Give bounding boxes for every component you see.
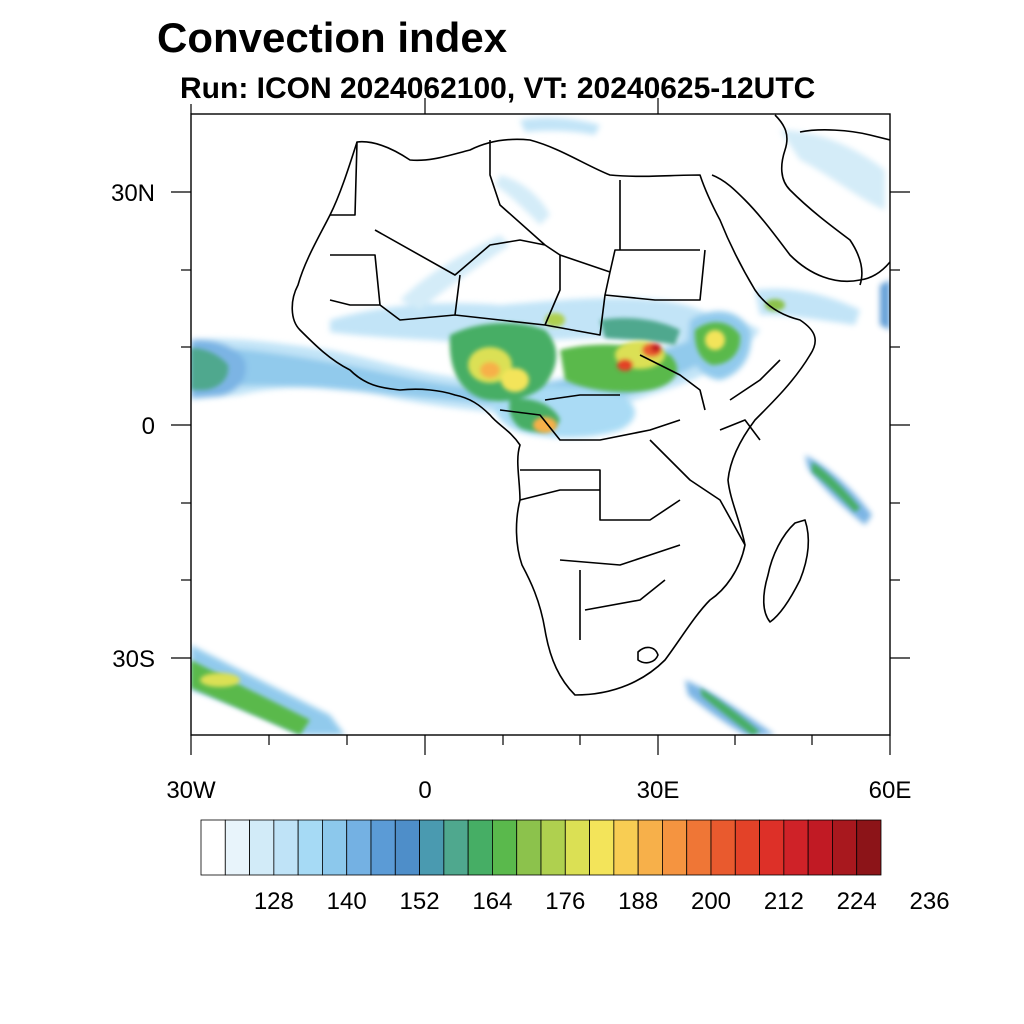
y-tick-label: 30S <box>112 646 155 673</box>
hot-chad <box>545 313 565 327</box>
hot-ssudan <box>617 359 633 371</box>
coastlines-borders <box>291 114 890 696</box>
colorbar-swatch <box>637 819 663 876</box>
colorbar-swatch <box>394 819 420 876</box>
colorbar-swatch <box>710 819 736 876</box>
hot-yemen <box>765 299 785 311</box>
colorbar-swatch <box>856 819 882 876</box>
colorbar-swatch <box>807 819 833 876</box>
colorbar-swatch <box>297 819 323 876</box>
field-sahara-north <box>495 175 550 225</box>
field-med <box>520 117 600 135</box>
colorbar-tick-label: 188 <box>618 888 659 915</box>
colorbar-swatch <box>467 819 493 876</box>
madagascar <box>762 519 810 623</box>
arabia-coast <box>711 114 890 286</box>
map-subtitle: Run: ICON 2024062100, VT: 20240625-12UTC <box>180 72 816 105</box>
colorbar-swatch <box>419 819 445 876</box>
colorbar-tick-label: 176 <box>545 888 586 915</box>
hot-sw <box>200 673 240 687</box>
colorbar-swatch <box>273 819 299 876</box>
field-mideast <box>780 130 885 210</box>
x-tick-label: 30W <box>166 777 216 804</box>
colorbar-swatch <box>443 819 469 876</box>
colorbar-tick-label: 128 <box>253 888 294 915</box>
colorbar-swatch <box>516 819 542 876</box>
colorbar-tick-label: 200 <box>690 888 732 915</box>
map-title: Convection index <box>157 14 508 61</box>
colorbar-swatch <box>662 819 688 876</box>
field-sahara-streak <box>400 235 510 310</box>
core-atl <box>191 348 229 390</box>
colorbar-swatch <box>686 819 712 876</box>
colorbar <box>200 819 882 876</box>
colorbar-swatch <box>564 819 590 876</box>
colorbar-swatch <box>492 819 518 876</box>
colorbar-tick-label: 152 <box>399 888 440 915</box>
x-tick-label: 0 <box>418 777 431 804</box>
colorbar-swatch <box>734 819 760 876</box>
hot-cameroon <box>501 368 529 392</box>
core-south <box>700 688 760 735</box>
colorbar-tick-label: 140 <box>326 888 367 915</box>
y-tick-label: 30N <box>111 180 155 207</box>
colorbar-tick-label: 224 <box>836 888 877 915</box>
colorbar-tick-label: 236 <box>909 888 950 915</box>
africa-coast <box>291 138 816 696</box>
axis-ticks <box>171 98 910 755</box>
colorbar-swatch <box>322 819 348 876</box>
field-sw-atlantic <box>191 645 345 735</box>
field-arabian-east <box>880 280 890 330</box>
colorbar-tick-label: 212 <box>763 888 804 915</box>
convection-field <box>191 117 890 735</box>
colorbar-swatch <box>589 819 615 876</box>
x-tick-label: 60E <box>869 777 912 804</box>
x-tick-label: 30E <box>637 777 680 804</box>
core-sudan <box>600 318 680 345</box>
colorbar-swatch <box>249 819 275 876</box>
borders <box>329 140 781 640</box>
lesotho <box>637 646 659 664</box>
colorbar-swatch <box>346 819 372 876</box>
colorbar-swatch <box>759 819 785 876</box>
hot-ethiopia <box>705 330 725 350</box>
colorbar-swatch <box>613 819 639 876</box>
colorbar-swatch <box>783 819 809 876</box>
field-yemen <box>755 288 860 325</box>
colorbar-swatch <box>224 819 250 876</box>
colorbar-swatch <box>832 819 858 876</box>
colorbar-swatch <box>540 819 566 876</box>
core-se <box>812 462 860 512</box>
colorbar-swatch <box>370 819 396 876</box>
colorbar-tick-label: 164 <box>472 888 513 915</box>
hot-nigeria-core <box>480 362 500 378</box>
colorbar-swatch <box>200 819 226 876</box>
hot-sudan-red <box>651 344 661 352</box>
y-tick-label: 0 <box>142 413 155 440</box>
